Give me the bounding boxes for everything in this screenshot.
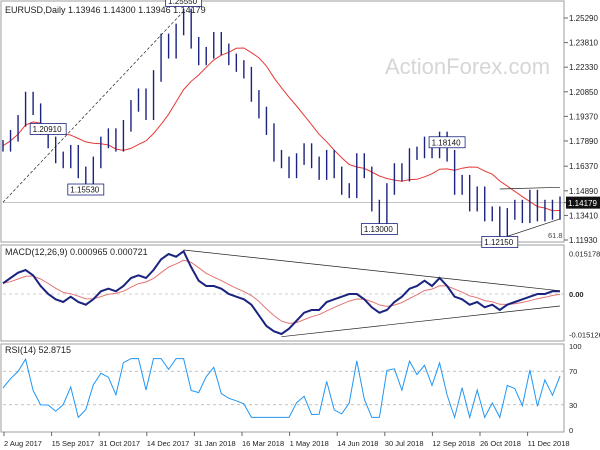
channel-lower-line [499,218,561,240]
rsi-panel-frame [0,343,565,433]
macd-axis: 0.015178 0.00 -0.015126 [569,250,600,340]
date-tick-label: 14 Dec 2017 [147,439,190,448]
symbol-header: EURUSD,Daily 1.13946 1.14300 1.13946 1.1… [5,5,206,15]
macd-series-layer [2,249,564,338]
price-series-layer: 1.25550 1.20910 1.15530 1.18140 1.13000 1.121… [2,0,564,248]
price-tick-label: 1.25290 [569,14,598,23]
rsi-tick-label: 100 [569,342,582,351]
price-annotation-label: 1.13000 [364,225,393,234]
date-tick-label: 15 Sep 2017 [52,439,95,448]
macd-lower-trendline [281,305,561,338]
rsi-axis: 100 70 30 0 [569,342,582,435]
macd-upper-trendline [183,249,561,292]
date-tick-label: 31 Jan 2018 [194,439,235,448]
macd-signal-line [2,259,561,324]
price-annotation-box [360,223,398,235]
price-tick-label: 1.19370 [569,112,598,121]
price-annotation-label: 1.25550 [168,0,197,6]
price-axis: 1.25290 1.23810 1.22330 1.20850 1.19370 1.178… [564,14,600,245]
price-tick-label: 1.13410 [569,211,598,220]
price-annotation-label: 1.20910 [33,125,62,134]
price-tick-label: 1.22330 [569,63,598,72]
rsi-line [2,357,561,420]
date-tick-label: 16 Mar 2018 [242,439,284,448]
rsi-label: RSI(14) 52.8715 [5,345,71,355]
price-tick-label: 1.20850 [569,88,598,97]
macd-panel-frame [0,244,565,342]
fib-level-label: 61.8 [548,231,563,240]
channel-upper-line [499,186,561,190]
rsi-tick-label: 70 [569,367,577,376]
price-tick-label: 1.16370 [569,162,598,171]
watermark: ActionForex.com [385,54,550,79]
rsi-tick-label: 0 [569,426,573,435]
price-tick-label: 1.11930 [569,236,598,245]
price-tick-label: 1.17890 [569,137,598,146]
macd-tick-label: 0.015178 [569,250,600,259]
rsi-tick-label: 30 [569,401,577,410]
price-annotation-box [165,0,203,7]
macd-label: MACD(12,26,9) 0.000965 0.000721 [5,247,148,257]
price-annotation-label: 1.18140 [432,138,461,147]
current-price-box [566,196,600,209]
date-tick-label: 14 Jun 2018 [337,439,378,448]
date-tick-label: 11 Dec 2018 [528,439,570,448]
date-tick-label: 2 Aug 2017 [4,439,42,448]
dashed-trendline [2,10,184,203]
date-tick-label: 12 Sep 2018 [432,439,475,448]
price-annotation-box [428,136,466,149]
price-annotation-label: 1.15530 [70,186,99,195]
rsi-series-layer [2,357,564,420]
current-price-label: 1.14179 [568,199,597,208]
price-annotation-box [29,123,67,135]
date-tick-label: 31 Oct 2017 [99,439,140,448]
macd-tick-label: -0.015126 [569,330,600,339]
price-tick-label: 1.14890 [569,187,598,196]
date-tick-label: 1 May 2018 [290,439,329,448]
price-annotation-box [481,236,519,248]
price-annotation-box [67,183,105,196]
price-annotation-label: 1.12150 [484,238,513,247]
macd-tick-label: 0.00 [569,290,584,299]
date-axis: 2 Aug 2017 15 Sep 2017 31 Oct 2017 14 Dec 2… [3,432,570,448]
macd-line [2,249,560,336]
date-tick-label: 30 Jul 2018 [385,439,424,448]
price-panel-frame [0,0,565,243]
date-tick-label: 26 Oct 2018 [480,439,521,448]
moving-average-line [2,47,561,212]
price-tick-label: 1.23810 [569,39,598,48]
